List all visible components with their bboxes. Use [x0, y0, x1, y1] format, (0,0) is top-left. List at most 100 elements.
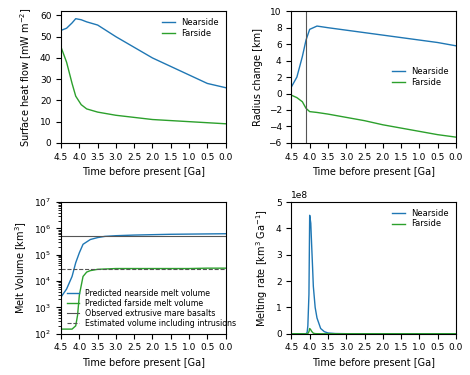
Line: Farside: Farside [291, 328, 456, 334]
Nearside [362, 332, 368, 336]
Farside [398, 126, 404, 130]
Y-axis label: Surface heat flow [mW m$^{-2}$]: Surface heat flow [mW m$^{-2}$] [19, 7, 34, 147]
Predicted nearside melt volume [87, 237, 93, 242]
Nearside [132, 45, 137, 50]
Nearside [416, 332, 422, 336]
X-axis label: Time before present [Ga]: Time before present [Ga] [82, 358, 205, 368]
Nearside [398, 332, 404, 336]
Farside [453, 135, 459, 140]
Nearside [303, 38, 309, 42]
Nearside [299, 332, 305, 336]
Predicted farside melt volume [77, 292, 82, 297]
Nearside [95, 23, 101, 27]
Line: Predicted farside melt volume: Predicted farside melt volume [61, 268, 226, 329]
Farside [313, 332, 318, 336]
Predicted farside melt volume [132, 266, 137, 271]
Observed extrusive mare basalts [223, 234, 228, 238]
Farside [113, 113, 119, 117]
Farside [289, 93, 294, 98]
Nearside [318, 326, 323, 331]
Observed extrusive mare basalts [186, 234, 192, 238]
Estimated volume including intrusions [186, 266, 192, 271]
Nearside [78, 18, 84, 22]
Nearside [294, 75, 300, 80]
Nearside [380, 33, 385, 38]
Predicted nearside melt volume [69, 274, 75, 279]
Farside [435, 332, 440, 336]
Predicted nearside melt volume [102, 234, 108, 238]
Farside [149, 117, 155, 122]
Nearside [149, 56, 155, 60]
Line: Farside: Farside [291, 95, 456, 137]
Farside [310, 330, 315, 334]
Predicted farside melt volume [80, 274, 86, 279]
Nearside [453, 44, 459, 48]
Nearside [168, 64, 173, 69]
Line: Predicted nearside melt volume: Predicted nearside melt volume [61, 234, 226, 297]
Legend: Nearside, Farside: Nearside, Farside [390, 65, 452, 89]
Nearside [311, 284, 316, 289]
Farside [299, 99, 305, 104]
Farside [314, 110, 320, 115]
Predicted nearside melt volume [113, 234, 119, 238]
Nearside [310, 266, 315, 270]
Farside [303, 332, 309, 336]
Estimated volume including intrusions [223, 266, 228, 271]
Nearside [113, 34, 119, 39]
Farside [332, 332, 338, 336]
Nearside [73, 16, 78, 21]
Farside [84, 106, 89, 111]
Nearside [344, 332, 349, 336]
Nearside [314, 316, 320, 320]
Predicted nearside melt volume [95, 236, 101, 240]
Predicted farside melt volume [87, 268, 93, 273]
Farside [304, 332, 310, 336]
Nearside [289, 332, 294, 336]
X-axis label: Time before present [Ga]: Time before present [Ga] [312, 358, 435, 368]
Nearside [314, 24, 320, 28]
Nearside [64, 26, 70, 30]
Y-axis label: Melting rate [km$^3$ Ga$^{-1}$]: Melting rate [km$^3$ Ga$^{-1}$] [255, 209, 270, 327]
Predicted farside melt volume [58, 327, 64, 332]
Farside [311, 331, 316, 336]
Predicted nearside melt volume [64, 287, 70, 291]
Predicted farside melt volume [149, 266, 155, 271]
Nearside [299, 54, 305, 59]
Nearside [416, 38, 422, 42]
Farside [325, 112, 331, 116]
Predicted nearside melt volume [223, 231, 228, 236]
Farside [325, 332, 331, 336]
Farside [73, 94, 78, 98]
Predicted nearside melt volume [80, 242, 86, 246]
Farside [95, 110, 101, 114]
Farside [435, 132, 440, 137]
Nearside [435, 332, 440, 336]
Nearside [307, 213, 313, 217]
Farside [69, 81, 75, 86]
Nearside [325, 331, 331, 335]
Predicted nearside melt volume [77, 251, 82, 255]
Nearside [305, 324, 311, 328]
Farside [453, 332, 459, 336]
Predicted nearside melt volume [149, 232, 155, 237]
Nearside [69, 21, 75, 25]
Nearside [307, 27, 313, 32]
Farside [416, 129, 422, 134]
Nearside [435, 40, 440, 45]
Predicted nearside melt volume [132, 233, 137, 237]
Farside [132, 115, 137, 120]
Line: Nearside: Nearside [291, 26, 456, 87]
Farside [314, 332, 320, 336]
Farside [416, 332, 422, 336]
Predicted farside melt volume [113, 266, 119, 271]
Nearside [306, 292, 312, 297]
X-axis label: Time before present [Ga]: Time before present [Ga] [82, 167, 205, 177]
Predicted farside melt volume [84, 270, 89, 274]
Nearside [303, 332, 309, 336]
Farside [78, 102, 84, 107]
Farside [307, 110, 313, 114]
Farside [307, 326, 313, 331]
Predicted nearside melt volume [73, 261, 78, 265]
Predicted farside melt volume [204, 266, 210, 270]
Farside [299, 332, 305, 336]
